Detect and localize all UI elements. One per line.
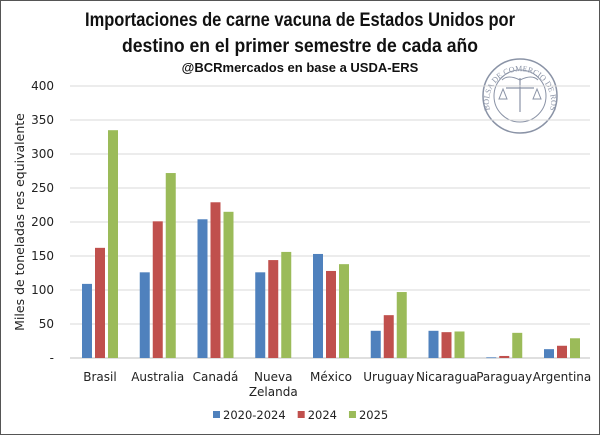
y-tick-label: 200	[31, 215, 54, 229]
y-tick-label: 400	[31, 79, 54, 93]
chart-title-line-1: Importaciones de carne vacuna de Estados…	[85, 10, 516, 31]
bar-2024-Paraguay	[499, 355, 510, 358]
bar-2024-Canadá	[210, 202, 221, 358]
x-tick-label: México	[310, 370, 352, 384]
bar-2025-Paraguay	[512, 332, 523, 358]
bar-2020-2024-Australia	[139, 272, 150, 358]
bar-2020-2024-México	[313, 253, 323, 358]
legend-label: 2025	[359, 408, 388, 422]
y-tick-label: 250	[31, 181, 54, 195]
x-tick-label: Nueva	[254, 370, 292, 384]
bar-2020-2024-Canadá	[197, 219, 208, 358]
chart-title-line-2: destino en el primer semestre de cada añ…	[122, 36, 478, 57]
bar-2020-2024-Paraguay	[486, 357, 497, 359]
bar-2025-Canadá	[223, 211, 234, 358]
bar-2020-2024-Nueva Zelanda	[255, 272, 266, 358]
bar-2025-México	[339, 264, 349, 358]
bar-2025-Nueva Zelanda	[281, 251, 292, 358]
bar-2024-Nueva Zelanda	[268, 260, 279, 358]
y-tick-label: -	[50, 351, 54, 365]
bar-2025-Argentina	[570, 338, 580, 358]
y-tick-label: 100	[31, 283, 54, 297]
x-tick-label: Uruguay	[363, 370, 414, 384]
bar-2025-Uruguay	[396, 292, 407, 358]
legend-label: 2024	[308, 408, 337, 422]
x-tick-label: Brasil	[83, 370, 116, 384]
x-tick-label: Paraguay	[476, 370, 532, 384]
bar-2025-Australia	[165, 173, 176, 358]
y-tick-label: 150	[31, 249, 54, 263]
legend-swatch	[297, 411, 305, 418]
bar-2020-2024-Uruguay	[370, 330, 381, 358]
bar-2025-Brasil	[108, 130, 118, 358]
legend-swatch	[213, 411, 220, 418]
bar-2020-2024-Brasil	[82, 283, 92, 358]
bar-2024-Uruguay	[383, 315, 394, 358]
y-axis-label: Miles de toneladas res equivalente	[12, 113, 27, 331]
x-tick-label: Australia	[131, 370, 184, 384]
bar-2024-México	[326, 270, 336, 358]
bar-2024-Argentina	[557, 345, 567, 358]
legend-swatch	[348, 411, 356, 418]
bar-2025-Nicaragua	[454, 331, 465, 358]
legend-label: 2020-2024	[223, 408, 286, 422]
bar-2020-2024-Argentina	[544, 349, 554, 358]
y-tick-label: 50	[39, 317, 54, 331]
bar-2024-Australia	[152, 221, 163, 358]
chart-subtitle: @BCRmercados en base a USDA-ERS	[182, 60, 419, 75]
y-tick-label: 300	[31, 147, 54, 161]
bar-2024-Brasil	[95, 247, 105, 358]
x-tick-label: Nicaragua	[416, 370, 477, 384]
y-tick-label: 350	[31, 113, 54, 127]
bar-2024-Nicaragua	[441, 332, 452, 358]
x-tick-label: Zelanda	[249, 385, 298, 399]
bar-2020-2024-Nicaragua	[428, 330, 439, 358]
x-tick-label: Argentina	[533, 370, 592, 384]
x-tick-label: Canadá	[193, 370, 239, 384]
